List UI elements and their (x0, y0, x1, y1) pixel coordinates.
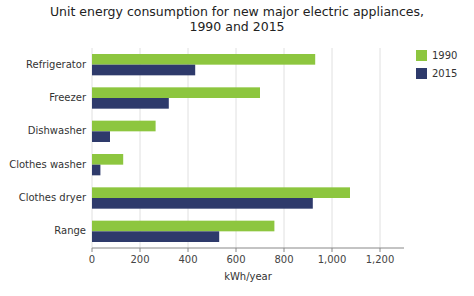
bar (92, 87, 260, 98)
grid-line (188, 48, 189, 248)
bar (92, 231, 219, 242)
tick-mark (188, 248, 189, 252)
category-label: Refrigerator (26, 59, 87, 70)
legend-swatch (416, 50, 427, 61)
legend-label: 1990 (432, 50, 457, 61)
tick-label: 1,200 (366, 254, 395, 265)
grid-line (236, 48, 237, 248)
bar (92, 121, 156, 132)
chart: Unit energy consumption for new major el… (0, 0, 474, 296)
x-axis: 0 200 400 600 800 1,000 1,200 (89, 48, 404, 265)
tick-label: 200 (130, 254, 149, 265)
legend: 1990 2015 (416, 50, 457, 79)
grid-line (380, 48, 381, 248)
bar (92, 221, 274, 232)
bar (92, 154, 123, 165)
category-label: Freezer (49, 92, 87, 103)
tick-mark (284, 248, 285, 252)
legend-label: 2015 (432, 68, 457, 79)
tick-mark (332, 248, 333, 252)
bar (92, 65, 195, 76)
bar (92, 187, 350, 198)
tick-label: 600 (226, 254, 245, 265)
category-label: Clothes dryer (19, 192, 87, 203)
tick-label: 800 (274, 254, 293, 265)
grid-line (284, 48, 285, 248)
bar (92, 98, 169, 109)
legend-swatch (416, 68, 427, 79)
bar (92, 131, 110, 142)
tick-label: 1,000 (318, 254, 347, 265)
tick-label: 400 (178, 254, 197, 265)
grid-line (92, 48, 93, 248)
grid-line (140, 48, 141, 248)
tick-label: 0 (89, 254, 95, 265)
bar (92, 198, 313, 209)
bar (92, 165, 100, 176)
grid-line (332, 48, 333, 248)
tick-mark (236, 248, 237, 252)
category-label: Range (54, 225, 86, 236)
bar (92, 54, 315, 65)
tick-mark (92, 248, 93, 252)
title: Unit energy consumption for new major el… (50, 4, 424, 34)
tick-mark (140, 248, 141, 252)
category-label: Clothes washer (9, 159, 87, 170)
tick-mark (380, 248, 381, 252)
axis-label: kWh/year (224, 271, 273, 282)
bars (92, 54, 350, 242)
axis-line (92, 248, 404, 249)
category-label: Dishwasher (28, 125, 87, 136)
